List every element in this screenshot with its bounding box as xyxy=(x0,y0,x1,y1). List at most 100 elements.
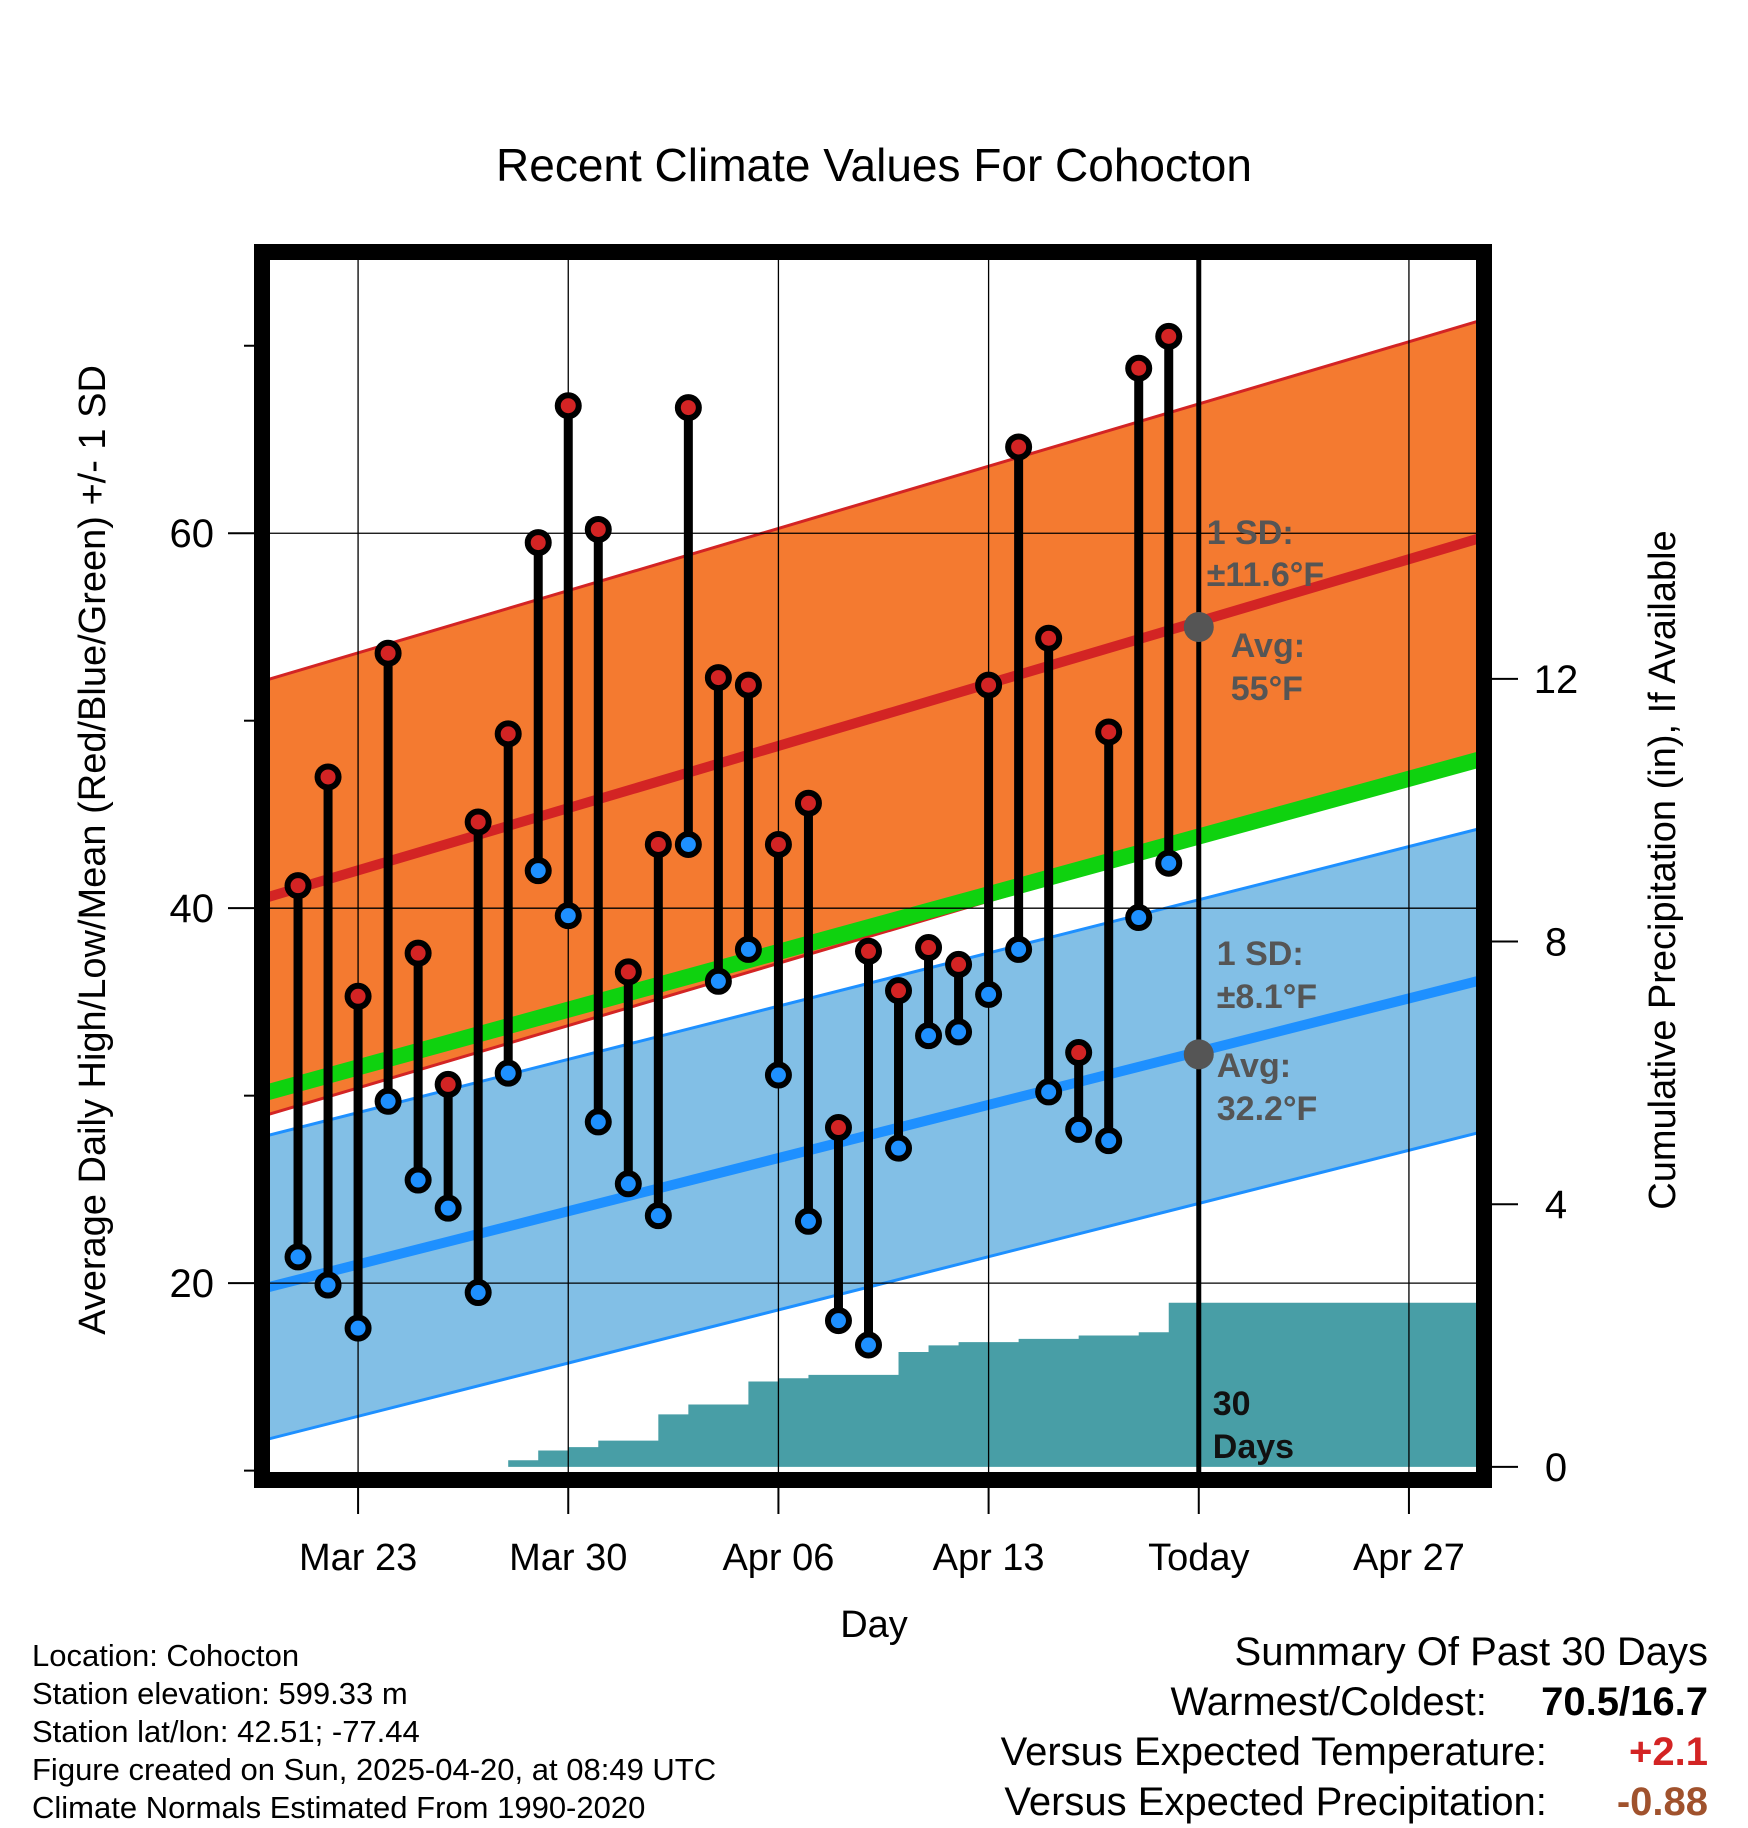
high-point xyxy=(734,671,762,699)
low-point xyxy=(674,830,702,858)
low-point xyxy=(554,902,582,930)
low-point xyxy=(1125,904,1153,932)
low-point xyxy=(734,935,762,963)
low-point xyxy=(945,1018,973,1046)
high-point xyxy=(464,808,492,836)
today-high-avg-label: Avg: xyxy=(1231,627,1305,665)
low-point xyxy=(1035,1078,1063,1106)
low-point xyxy=(464,1279,492,1307)
x-tick-label: Apr 06 xyxy=(722,1537,834,1579)
summary-temp-row: Versus Expected Temperature: +2.1 xyxy=(1001,1727,1708,1777)
station-info: Location: Cohocton Station elevation: 59… xyxy=(32,1637,716,1827)
summary-temp-value: +2.1 xyxy=(1629,1730,1708,1774)
x-tick-label: Apr 13 xyxy=(933,1537,1045,1579)
low-point xyxy=(1095,1127,1123,1155)
high-point xyxy=(1065,1039,1093,1067)
today-high-sd-label: 1 SD: xyxy=(1207,514,1294,552)
high-point xyxy=(554,392,582,420)
high-point xyxy=(284,872,312,900)
low-point xyxy=(854,1331,882,1359)
low-point xyxy=(314,1271,342,1299)
chart-title: Recent Climate Values For Cohocton xyxy=(496,139,1252,191)
normal-mean-line xyxy=(262,750,1484,1102)
y-axis-label-right: Cumulative Precipitation (in), If Availa… xyxy=(1642,530,1684,1209)
low-point xyxy=(344,1314,372,1342)
normal-high-line xyxy=(262,532,1484,904)
y-tick-label-left: 60 xyxy=(170,512,215,556)
high-point xyxy=(794,789,822,817)
y-tick-label-right: 0 xyxy=(1545,1446,1567,1490)
precip-label-line1: 30 xyxy=(1213,1385,1251,1423)
summary-precip-label: Versus Expected Precipitation: xyxy=(1004,1780,1547,1824)
high-point xyxy=(584,515,612,543)
low-point xyxy=(434,1194,462,1222)
low-point xyxy=(1065,1115,1093,1143)
low-point xyxy=(704,967,732,995)
today-low-sd-label: 1 SD: xyxy=(1217,935,1304,973)
low-point xyxy=(644,1202,672,1230)
today-low-avg-marker xyxy=(1183,1039,1214,1070)
y-axis-label-left: Average Daily High/Low/Mean (Red/Blue/Gr… xyxy=(72,365,114,1335)
low-point xyxy=(764,1061,792,1089)
summary-title: Summary Of Past 30 Days xyxy=(1234,1630,1708,1674)
low-point xyxy=(794,1207,822,1235)
high-point xyxy=(824,1114,852,1142)
high-point xyxy=(374,639,402,667)
today-high-avg-value: 55°F xyxy=(1231,670,1303,708)
y-tick-label-right: 4 xyxy=(1545,1183,1567,1227)
low-point xyxy=(524,857,552,885)
low-point xyxy=(915,1022,943,1050)
summary-panel: Summary Of Past 30 Days Warmest/Coldest:… xyxy=(1001,1627,1708,1827)
x-tick-label: Mar 23 xyxy=(299,1537,417,1579)
high-point xyxy=(854,937,882,965)
summary-precip-row: Versus Expected Precipitation: -0.88 xyxy=(1001,1777,1708,1827)
low-point xyxy=(614,1170,642,1198)
x-axis-label: Day xyxy=(840,1604,908,1646)
high-point xyxy=(674,394,702,422)
high-point xyxy=(644,830,672,858)
high-point xyxy=(764,830,792,858)
precip-area xyxy=(478,1302,1484,1467)
low-point xyxy=(374,1087,402,1115)
normal-low-line xyxy=(262,974,1484,1294)
today-low-avg-value: 32.2°F xyxy=(1217,1090,1318,1128)
high-point xyxy=(434,1070,462,1098)
x-tick-label: Mar 30 xyxy=(509,1537,627,1579)
summary-warm-cold-row: Warmest/Coldest: 70.5/16.7 xyxy=(1001,1677,1709,1727)
high-point xyxy=(524,529,552,557)
summary-temp-label: Versus Expected Temperature: xyxy=(1000,1730,1547,1774)
high-point xyxy=(404,939,432,967)
y-tick-label-left: 40 xyxy=(170,887,215,931)
high-point xyxy=(1125,354,1153,382)
today-high-sd-value: ±11.6°F xyxy=(1207,556,1324,594)
high-point xyxy=(344,982,372,1010)
high-point xyxy=(1155,322,1183,350)
high-point xyxy=(1095,718,1123,746)
high-point xyxy=(704,664,732,692)
x-tick-label: Today xyxy=(1148,1537,1249,1579)
precip-label-line2: Days xyxy=(1213,1428,1294,1466)
low-point xyxy=(1155,849,1183,877)
info-elevation: Station elevation: 599.33 m xyxy=(32,1676,408,1711)
info-latlon: Station lat/lon: 42.51; -77.44 xyxy=(32,1714,420,1749)
y-tick-label-left: 20 xyxy=(170,1262,215,1306)
high-point xyxy=(945,950,973,978)
high-point xyxy=(1035,624,1063,652)
low-point xyxy=(404,1166,432,1194)
summary-precip-value: -0.88 xyxy=(1616,1780,1708,1824)
plot-frame xyxy=(254,244,1492,1488)
x-tick-label: Apr 27 xyxy=(1353,1537,1465,1579)
high-point xyxy=(885,977,913,1005)
low-point xyxy=(284,1243,312,1271)
y-tick-label-right: 12 xyxy=(1534,658,1579,702)
high-point xyxy=(614,958,642,986)
info-created: Figure created on Sun, 2025-04-20, at 08… xyxy=(32,1752,717,1787)
summary-warm-cold-value: 70.5/16.7 xyxy=(1541,1680,1708,1724)
high-point xyxy=(314,763,342,791)
high-point xyxy=(915,934,943,962)
info-normals: Climate Normals Estimated From 1990-2020 xyxy=(32,1790,646,1825)
low-point xyxy=(584,1108,612,1136)
high-point xyxy=(1005,433,1033,461)
high-point xyxy=(494,720,522,748)
